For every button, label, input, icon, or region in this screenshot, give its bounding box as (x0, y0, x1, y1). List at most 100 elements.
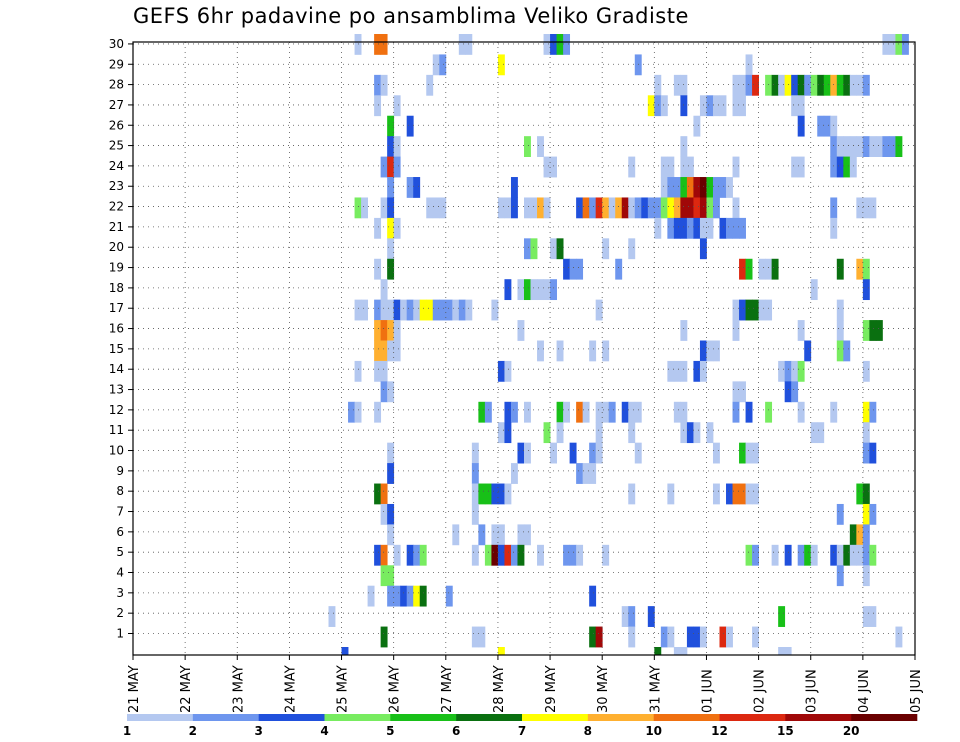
heatmap-cell (628, 238, 636, 260)
x-tick-label: 25 MAY (336, 665, 351, 713)
y-tick-label: 28 (109, 78, 124, 92)
heatmap-cell (660, 197, 668, 219)
heatmap-cell (602, 197, 610, 219)
heatmap-cell (595, 197, 603, 219)
heatmap-cell (745, 299, 753, 321)
heatmap-cell (380, 74, 388, 96)
heatmap-cell (471, 442, 479, 464)
heatmap-cell (458, 34, 466, 55)
heatmap-cell (732, 483, 740, 505)
heatmap-cell (745, 401, 753, 423)
heatmap-cell (895, 34, 903, 55)
heatmap-cell (452, 299, 460, 321)
heatmap-cell (739, 381, 746, 403)
heatmap-cell (491, 524, 499, 546)
heatmap-cell (843, 136, 851, 157)
heatmap-cell (680, 156, 688, 178)
heatmap-cell (680, 217, 688, 239)
heatmap-cell (732, 74, 740, 96)
heatmap-cell (830, 156, 838, 178)
heatmap-cell (895, 136, 903, 157)
heatmap-cell (491, 299, 499, 321)
x-tick-label: 28 MAY (492, 665, 507, 713)
heatmap-cell (784, 74, 792, 96)
heatmap-cell (862, 360, 870, 382)
y-tick-label: 15 (109, 342, 124, 356)
heatmap-cell (654, 217, 662, 239)
heatmap-cell (524, 197, 531, 219)
x-tick-label: 05 JUN (909, 669, 924, 713)
heatmap-cell (524, 279, 531, 301)
y-tick-label: 25 (109, 139, 124, 153)
heatmap-cell (693, 422, 701, 444)
heatmap-cell (784, 544, 792, 566)
heatmap-cell (699, 197, 707, 219)
y-tick-label: 6 (116, 525, 124, 539)
heatmap-cell (576, 258, 584, 280)
heatmap-cell (823, 115, 831, 137)
heatmap-cell (667, 483, 675, 505)
heatmap-cell (745, 544, 753, 566)
heatmap-cell (426, 299, 434, 321)
y-tick-label: 2 (116, 606, 124, 620)
heatmap-cell (797, 320, 805, 341)
heatmap-cell (745, 74, 753, 96)
heatmap-cell (426, 197, 434, 219)
heatmap-cell (589, 442, 597, 464)
legend-label: 5 (386, 724, 394, 738)
heatmap-cell (752, 299, 759, 321)
x-axis: 21 MAY 22 MAY 23 MAY 24 MAY 25 MAY 26 MAY 27 M… (127, 655, 924, 713)
heatmap-cell (348, 401, 355, 423)
heatmap-cell (484, 483, 492, 505)
y-tick-label: 27 (109, 98, 124, 112)
heatmap-cell (524, 238, 531, 260)
heatmap-cell (387, 442, 395, 464)
legend-label: 10 (645, 724, 662, 738)
heatmap-cell (791, 156, 799, 178)
heatmap-cell (758, 258, 766, 280)
heatmap-cell (374, 74, 382, 96)
heatmap-cell (374, 401, 382, 423)
legend-label: 6 (452, 724, 460, 738)
heatmap-cell (537, 197, 544, 219)
heatmap-cell (530, 279, 538, 301)
heatmap-cell (771, 258, 779, 280)
heatmap-cell (445, 299, 453, 321)
heatmap-cell (530, 238, 538, 260)
heatmap-cell (556, 422, 564, 444)
heatmap-cell (471, 463, 479, 484)
heatmap-cell (595, 626, 603, 648)
heatmap-cell (712, 483, 720, 505)
heatmap-cell (537, 340, 544, 362)
heatmap-cell (686, 217, 694, 239)
heatmap-cell (497, 360, 505, 382)
heatmap-cell (706, 177, 714, 198)
heatmap-cell (406, 585, 414, 607)
heatmap-cell (706, 197, 714, 219)
heatmap-cell (556, 238, 564, 260)
y-tick-label: 7 (116, 505, 124, 519)
y-tick-label: 22 (109, 200, 124, 214)
heatmap-cell (862, 442, 870, 464)
heatmap-cell (745, 442, 753, 464)
heatmap-cell (719, 217, 727, 239)
x-tick-label: 24 MAY (283, 665, 298, 713)
heatmap-cell (510, 463, 518, 484)
y-tick-label: 20 (109, 240, 124, 254)
heatmap-cell (667, 217, 675, 239)
heatmap-cell (582, 463, 590, 484)
heatmap-cell (537, 136, 544, 157)
heatmap-cell (680, 177, 688, 198)
heatmap-cell (432, 299, 440, 321)
heatmap-cell (830, 401, 838, 423)
heatmap-cell (765, 258, 773, 280)
heatmap-cell (673, 647, 681, 656)
heatmap-cell (732, 95, 740, 117)
heatmap-cell (380, 320, 388, 341)
heatmap-cell (432, 54, 440, 76)
y-tick-label: 11 (109, 423, 124, 437)
y-tick-label: 14 (109, 362, 124, 376)
heatmap-cell (836, 340, 844, 362)
heatmap-cell (686, 626, 694, 648)
heatmap-cell (471, 503, 479, 525)
